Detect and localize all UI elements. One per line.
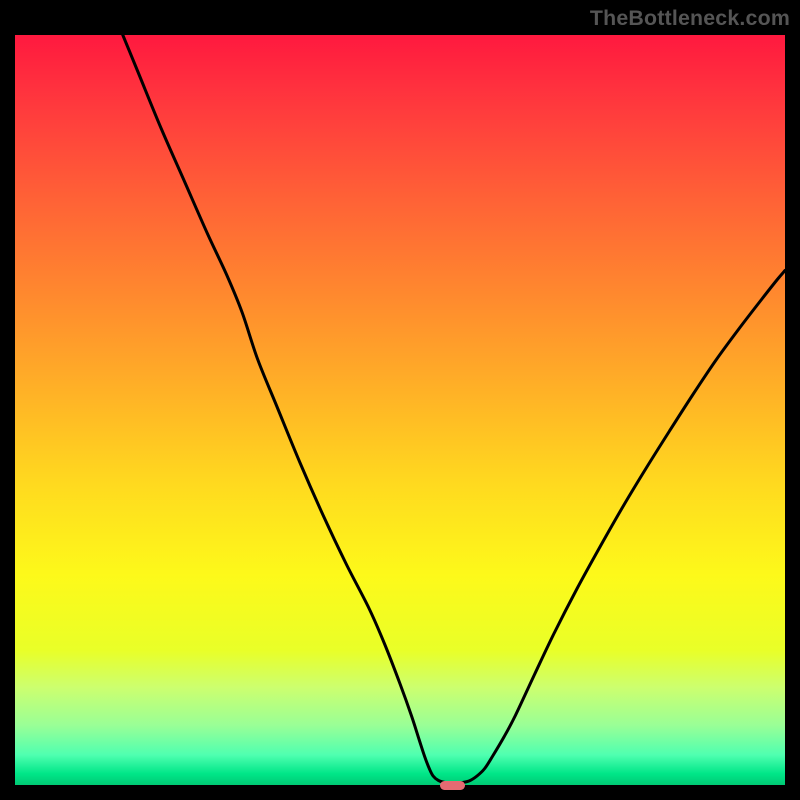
curve-layer: [15, 35, 785, 785]
optimal-marker: [440, 781, 465, 790]
chart-frame: TheBottleneck.com: [0, 0, 800, 800]
bottleneck-curve: [123, 35, 785, 783]
watermark-text: TheBottleneck.com: [590, 6, 790, 31]
plot-area: [15, 35, 785, 785]
